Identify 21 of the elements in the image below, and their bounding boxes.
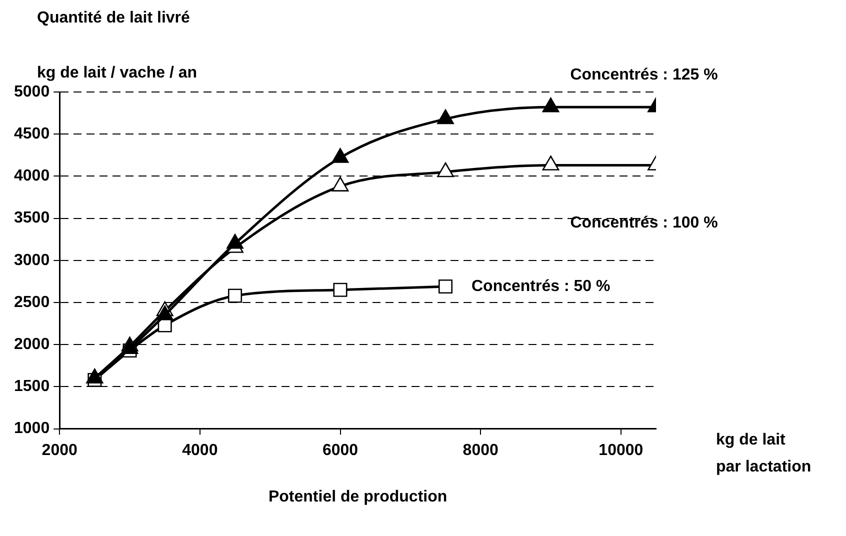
y-tick-label: 1500 <box>14 378 50 396</box>
text: kg de lait par lactation <box>716 431 812 476</box>
y-tick-label: 3000 <box>14 252 50 269</box>
y-axis-title: kg de lait / vache / an <box>37 64 198 82</box>
x-tick-label: 10000 <box>598 442 644 459</box>
y-tick-label: 4500 <box>14 126 50 143</box>
x-tick-label: 6000 <box>322 442 358 459</box>
y-tick-label: 2500 <box>14 294 50 311</box>
text: Concentrés : 100 % <box>570 214 718 232</box>
x-tick-label: 4000 <box>182 442 218 459</box>
y-tick-label: 2000 <box>14 336 50 354</box>
series-label: Concentrés : 50 % <box>472 278 610 295</box>
y-tick-label: 3500 <box>14 210 50 227</box>
y-tick-label: 1000 <box>14 420 50 438</box>
chart-title: Quantité de lait livré <box>37 9 190 26</box>
y-tick-label: 4000 <box>14 168 50 185</box>
y-tick-label: 5000 <box>14 83 50 100</box>
x-axis-title: Potentiel de production <box>268 488 448 506</box>
x-tick-label: 2000 <box>42 442 78 459</box>
x-tick-label: 8000 <box>462 442 498 459</box>
series-label: Concentrés : 125 % <box>570 66 718 84</box>
